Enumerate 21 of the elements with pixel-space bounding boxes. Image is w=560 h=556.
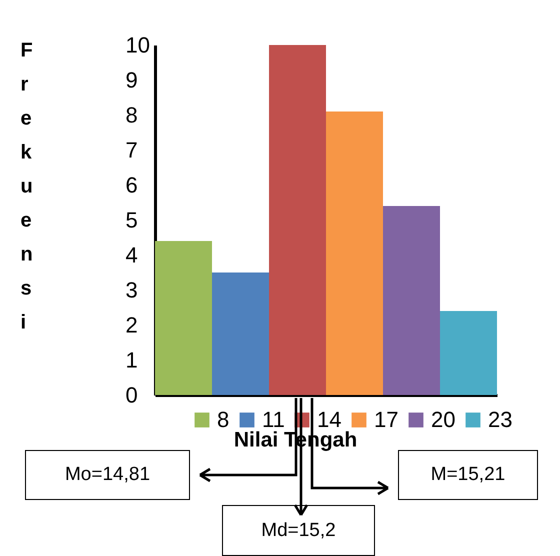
- legend-label: 14: [317, 407, 342, 432]
- y-tick-label: 9: [126, 68, 138, 92]
- text: Md=15,2: [222, 505, 375, 556]
- text: Mo=14,81: [25, 450, 190, 500]
- y-tick-label: 2: [126, 312, 138, 338]
- legend-label: 20: [431, 407, 456, 432]
- y-tick-label: 5: [126, 208, 138, 232]
- y-tick-label: 4: [126, 242, 138, 268]
- y-tick-label: 8: [126, 102, 138, 128]
- y-tick-label: 3: [126, 278, 138, 302]
- legend-label: 11: [262, 407, 285, 432]
- legend-label: 17: [374, 407, 398, 432]
- text: M=15,21: [398, 450, 538, 500]
- y-tick-label: 1: [126, 348, 138, 372]
- legend-label: 23: [488, 407, 512, 432]
- y-tick-label: 7: [126, 138, 138, 162]
- text: Frekuensi: [20, 40, 33, 334]
- y-tick-label: 6: [126, 172, 138, 198]
- legend-label: 8: [217, 407, 230, 432]
- y-tick-label: 10: [126, 32, 150, 58]
- y-tick-label: 0: [126, 382, 138, 408]
